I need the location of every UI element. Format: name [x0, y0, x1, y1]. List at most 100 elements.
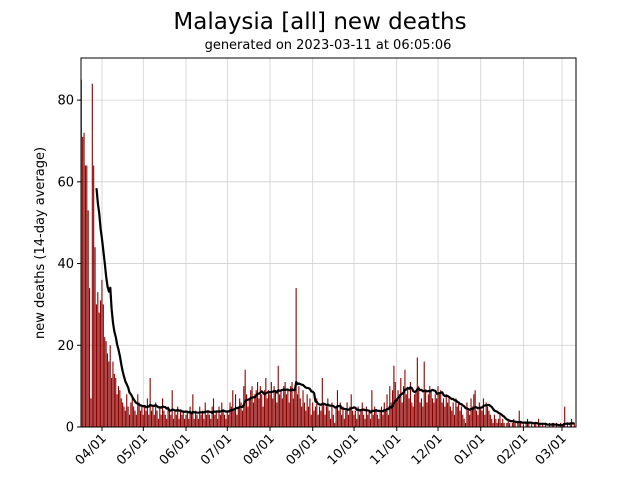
bar [120, 398, 122, 427]
bar [365, 406, 367, 427]
bar [372, 414, 374, 427]
bar [335, 406, 337, 427]
bar [170, 414, 172, 427]
bar [109, 345, 111, 427]
bar [375, 410, 377, 427]
bar [350, 394, 352, 427]
bar [177, 406, 179, 427]
bars [81, 79, 575, 427]
bar [331, 402, 333, 427]
bar [149, 377, 151, 427]
x-tick-label: 11/01 [367, 431, 404, 468]
bar [334, 422, 336, 427]
y-tick-label: 0 [66, 421, 74, 436]
bar [144, 406, 146, 427]
x-tick-label: 08/01 [241, 431, 278, 468]
bar [496, 422, 498, 427]
chart-subtitle: generated on 2023-03-11 at 06:05:06 [205, 38, 452, 53]
bar [506, 422, 508, 427]
bar [349, 406, 351, 427]
bar [159, 406, 161, 427]
bar [404, 369, 406, 427]
bar [137, 394, 139, 427]
bar [262, 406, 264, 427]
bar [302, 390, 304, 427]
bar [127, 406, 129, 427]
bar [246, 394, 248, 427]
bar [273, 386, 275, 427]
bar [442, 398, 445, 427]
bar [139, 410, 142, 427]
bar [285, 394, 288, 427]
bar [117, 386, 120, 427]
bar [152, 406, 154, 427]
bar [290, 386, 292, 427]
bar [269, 394, 271, 427]
bar [130, 402, 132, 427]
bar [387, 414, 389, 427]
bar [539, 422, 541, 427]
bar [214, 414, 216, 427]
x-tick-label: 09/01 [283, 431, 320, 468]
bar [128, 414, 131, 427]
bar [379, 410, 381, 427]
bar [185, 414, 187, 427]
bar [466, 402, 468, 427]
bar [97, 292, 99, 427]
bar [108, 361, 110, 427]
bar [182, 410, 184, 427]
bar [207, 410, 209, 427]
bar [353, 414, 355, 427]
bar [86, 165, 88, 427]
bar [445, 394, 447, 427]
bar [460, 406, 462, 427]
bar [481, 410, 483, 427]
bar [211, 406, 213, 427]
bar [234, 394, 237, 427]
bar [518, 410, 520, 427]
bar [164, 414, 166, 427]
bar [352, 410, 354, 427]
bar [564, 406, 566, 427]
bar [138, 402, 140, 427]
chart-title: Malaysia [all] new deaths [173, 9, 466, 35]
bar [188, 418, 190, 427]
bar [509, 422, 511, 427]
bar [266, 398, 268, 427]
bar [236, 414, 238, 427]
bar [229, 402, 231, 427]
bar [401, 402, 403, 427]
bar [254, 394, 256, 427]
bar [482, 398, 484, 427]
bar [303, 402, 305, 427]
bar [305, 410, 307, 427]
bar [386, 394, 388, 427]
bar [314, 406, 316, 427]
bar [142, 414, 144, 427]
bar [307, 406, 310, 427]
bar [416, 357, 418, 427]
bar [364, 418, 366, 427]
bar [141, 406, 143, 427]
bar [100, 300, 102, 427]
bar [339, 402, 341, 427]
bar [380, 406, 383, 427]
bar [396, 398, 398, 427]
bar [277, 365, 279, 427]
bar [195, 410, 197, 427]
bar [345, 410, 347, 427]
bar [330, 418, 332, 427]
bar [397, 390, 399, 427]
bar [156, 410, 158, 427]
bar [458, 402, 460, 427]
bar [296, 394, 299, 427]
bar [374, 406, 376, 427]
bar [145, 410, 147, 427]
bar [263, 390, 266, 427]
bar [408, 398, 410, 427]
bar [522, 422, 524, 427]
bar [222, 410, 224, 427]
bar [411, 402, 413, 427]
bar [470, 398, 472, 427]
bar [487, 406, 489, 427]
